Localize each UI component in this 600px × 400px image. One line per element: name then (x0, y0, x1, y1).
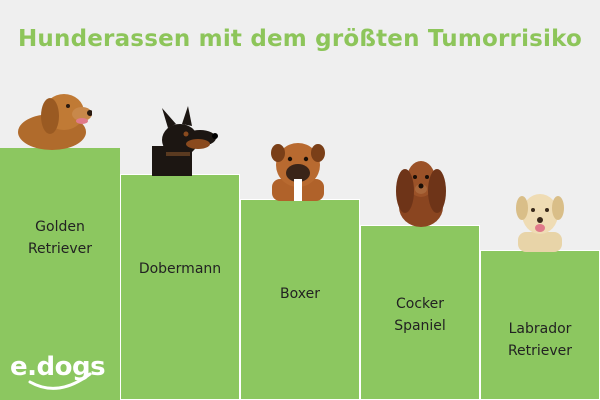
category-label: Dobermann (138, 260, 222, 277)
bar: Dobermann (120, 173, 240, 400)
category-label: Boxer (280, 286, 320, 302)
chart-title: Hunderassen mit dem größten Tumorrisiko (17, 26, 583, 52)
cocker-spaniel-photo (395, 155, 447, 227)
edogs-logo: e.dogs (10, 352, 106, 394)
dobermann-photo (142, 105, 222, 176)
bar: Cocker Spaniel (360, 224, 480, 400)
golden-retriever-photo (12, 88, 93, 150)
bar: Golden Retriever (0, 148, 120, 400)
bar: Boxer (240, 199, 360, 400)
category-label: Golden Retriever (27, 219, 93, 257)
labrador-retriever-photo (510, 188, 570, 252)
boxer-photo (266, 139, 330, 201)
category-label: Cocker Spaniel (394, 295, 446, 334)
logo-text: e.dogs (10, 352, 106, 382)
bar: Labrador Retriever (480, 250, 600, 400)
category-label: Labrador Retriever (507, 321, 573, 359)
logo-swoosh-icon (28, 372, 92, 390)
